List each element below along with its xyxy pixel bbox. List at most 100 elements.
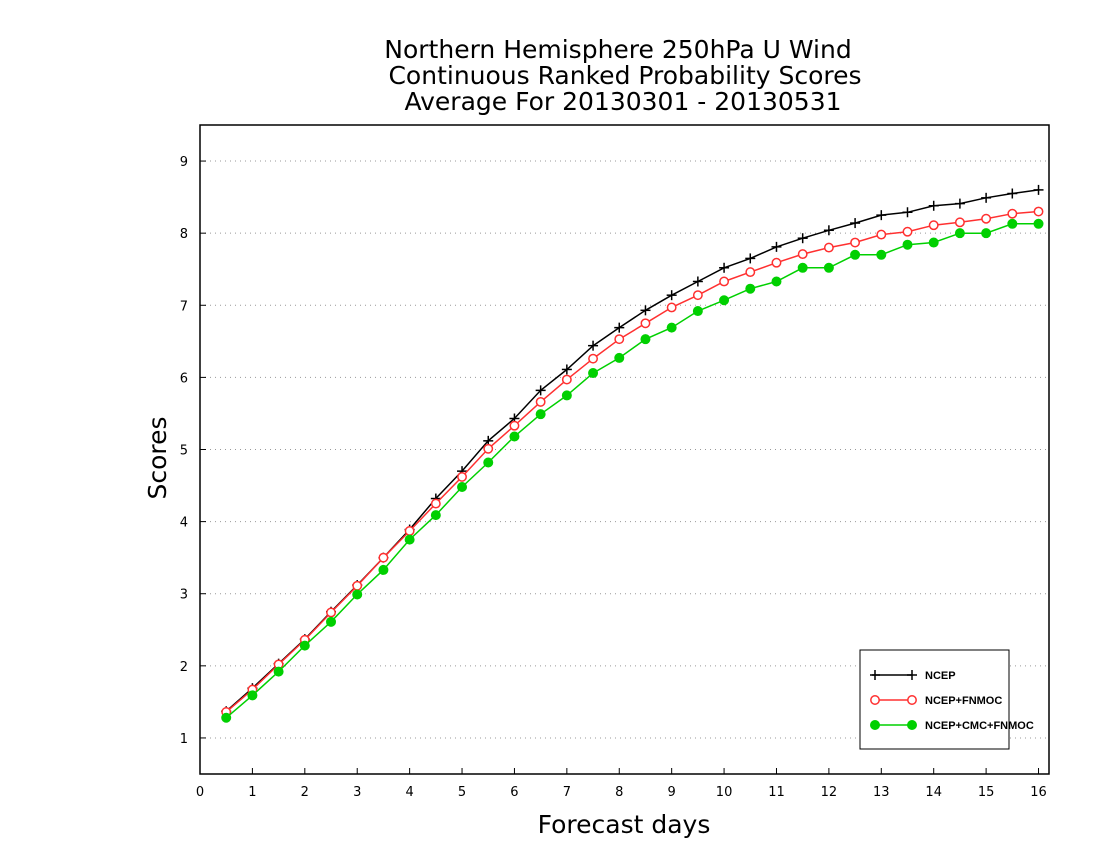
data-point — [692, 276, 703, 287]
data-point — [430, 498, 441, 509]
data-point — [797, 249, 808, 260]
data-point — [876, 249, 887, 260]
x-tick-label: 14 — [925, 785, 942, 800]
legend-label: NCEP — [925, 670, 956, 682]
series-0 — [221, 184, 1044, 717]
x-tick-label: 16 — [1030, 785, 1047, 800]
data-point — [771, 276, 782, 287]
data-point — [850, 237, 861, 248]
y-tick-label: 9 — [180, 155, 188, 170]
series-line-2 — [225, 223, 1039, 719]
x-tick-label: 11 — [768, 785, 785, 800]
x-tick-label: 3 — [353, 785, 361, 800]
data-point — [588, 368, 599, 379]
data-point — [797, 233, 808, 244]
data-point — [483, 443, 494, 454]
data-point — [640, 305, 651, 316]
data-point — [745, 267, 756, 278]
series-1 — [221, 206, 1044, 717]
legend-item: NCEP+FNMOC — [870, 695, 1002, 707]
data-point — [273, 666, 284, 677]
data-point — [902, 239, 913, 250]
data-point — [692, 290, 703, 301]
data-point — [823, 242, 834, 253]
data-point — [299, 640, 310, 651]
x-tick-label: 0 — [196, 785, 204, 800]
x-tick-label: 9 — [668, 785, 676, 800]
data-point — [876, 210, 887, 221]
data-point — [509, 431, 520, 442]
x-tick-label: 8 — [615, 785, 623, 800]
data-point — [954, 228, 965, 239]
data-point — [378, 552, 389, 563]
data-point — [745, 283, 756, 294]
data-point — [352, 589, 363, 600]
series-layer — [221, 184, 1044, 723]
data-point — [1007, 218, 1018, 229]
legend-marker — [907, 670, 917, 680]
data-point — [876, 229, 887, 240]
data-point — [850, 218, 861, 229]
legend-label: NCEP+FNMOC — [925, 695, 1002, 707]
legend-entries: NCEP NCEP+FNMOC NCEP+CMC+FNMOC — [870, 670, 1034, 732]
data-point — [797, 262, 808, 273]
chart-title-line-3: Average For 20130301 - 20130531 — [404, 87, 841, 116]
x-tick-label: 5 — [458, 785, 466, 800]
data-point — [719, 276, 730, 287]
x-axis-label: Forecast days — [538, 810, 711, 839]
data-point — [535, 385, 546, 396]
x-tick-label: 4 — [405, 785, 413, 800]
data-point — [1007, 208, 1018, 219]
x-tick-label: 13 — [873, 785, 890, 800]
data-point — [719, 295, 730, 306]
data-point — [430, 510, 441, 521]
data-point — [483, 457, 494, 468]
x-tick-label: 7 — [563, 785, 571, 800]
data-point — [719, 262, 730, 273]
data-point — [666, 322, 677, 333]
legend-marker — [870, 670, 880, 680]
data-point — [535, 409, 546, 420]
data-point — [561, 390, 572, 401]
chart-title-block: Northern Hemisphere 250hPa U Wind Contin… — [384, 35, 861, 116]
data-point — [588, 353, 599, 364]
data-point — [561, 374, 572, 385]
data-point — [588, 340, 599, 351]
data-point — [823, 225, 834, 236]
data-point — [823, 262, 834, 273]
data-point — [378, 564, 389, 575]
y-tick-label: 8 — [180, 227, 188, 242]
y-tick-label: 4 — [180, 516, 188, 531]
data-point — [1007, 188, 1018, 199]
data-point — [902, 226, 913, 237]
series-line-0 — [225, 189, 1039, 712]
data-point — [771, 241, 782, 252]
y-tick-label: 6 — [180, 371, 188, 386]
x-tick-label: 15 — [978, 785, 995, 800]
data-point — [457, 481, 468, 492]
data-point — [640, 318, 651, 329]
x-axis: 0 1 2 3 4 5 6 7 8 9 10 11 12 13 14 15 16 — [196, 768, 1047, 800]
data-point — [404, 526, 415, 536]
y-axis-label: Scores — [143, 416, 172, 499]
y-axis: 1 2 3 4 5 6 7 8 9 — [180, 155, 206, 747]
legend-marker — [907, 720, 917, 730]
data-point — [928, 200, 939, 211]
data-point — [1033, 218, 1044, 229]
data-point — [352, 580, 363, 591]
data-point — [954, 198, 965, 209]
y-tick-label: 1 — [180, 732, 188, 747]
data-point — [614, 322, 625, 333]
x-tick-label: 12 — [821, 785, 838, 800]
data-point — [1033, 206, 1044, 217]
chart-title-line-2: Continuous Ranked Probability Scores — [388, 61, 861, 90]
legend-marker — [870, 695, 880, 705]
series-2 — [221, 218, 1044, 723]
legend: NCEP NCEP+FNMOC NCEP+CMC+FNMOC — [859, 649, 1034, 750]
data-point — [902, 207, 913, 218]
data-point — [326, 607, 336, 618]
data-point — [981, 228, 992, 239]
data-point — [535, 396, 546, 407]
y-tick-label: 2 — [180, 660, 188, 675]
